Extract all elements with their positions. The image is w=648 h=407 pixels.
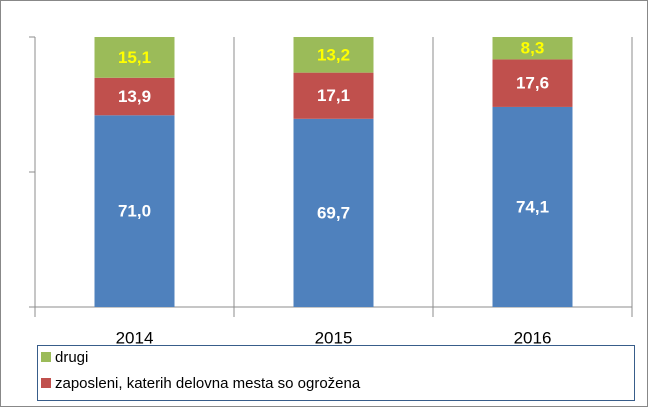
data-label: 8,3 xyxy=(521,39,545,58)
legend-marker xyxy=(41,352,51,362)
x-tick-label: 2016 xyxy=(514,328,552,347)
data-label: 17,1 xyxy=(317,86,350,105)
legend-box xyxy=(37,345,635,401)
bar-segment xyxy=(94,77,175,116)
legend-marker xyxy=(41,378,51,388)
bar-segment xyxy=(94,115,175,307)
bar-segment xyxy=(293,118,374,307)
data-label: 13,9 xyxy=(118,87,151,106)
data-label: 15,1 xyxy=(118,48,151,67)
bar-segment xyxy=(492,37,573,60)
data-label: 17,6 xyxy=(516,74,549,93)
bar-segment xyxy=(94,37,175,78)
bar-segment xyxy=(492,106,573,308)
bar-segment xyxy=(293,37,374,73)
x-tick-label: 2014 xyxy=(116,328,154,347)
bar-segment xyxy=(293,72,374,119)
data-label: 74,1 xyxy=(516,197,549,216)
data-label: 13,2 xyxy=(317,45,350,64)
data-label: 69,7 xyxy=(317,203,350,222)
data-label: 71,0 xyxy=(118,202,151,221)
legend-label: drugi xyxy=(55,349,88,366)
legend-label: zaposleni, katerih delovna mesta so ogro… xyxy=(55,375,361,392)
x-tick-label: 2015 xyxy=(315,328,353,347)
bar-segment xyxy=(492,59,573,107)
